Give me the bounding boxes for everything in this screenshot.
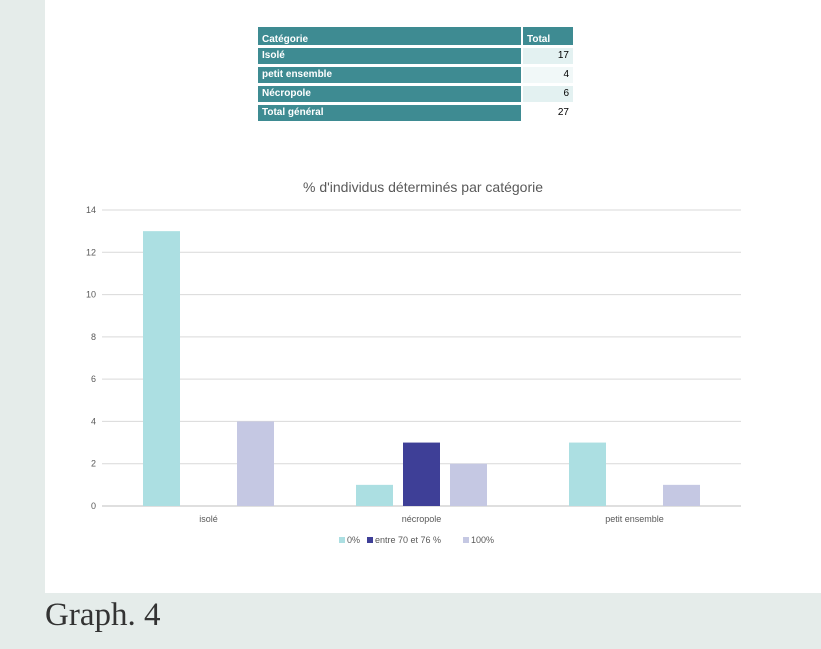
table-header-category: Catégorie [258,27,523,48]
table-row-total: 6 [522,84,573,105]
bar [356,484,393,506]
table-header-total: Total [522,27,573,48]
y-tick-label: 6 [91,374,96,384]
table-row-total: 27 [522,103,573,124]
legend-swatch [339,537,345,543]
table-row: Nécropole 6 [258,84,573,105]
bar [237,421,274,506]
x-tick-label: petit ensemble [605,514,664,524]
y-tick-label: 10 [86,290,96,300]
table-row-total: 4 [522,65,573,86]
chart-title: % d'individus déterminés par catégorie [303,179,543,195]
y-tick-label: 2 [91,459,96,469]
table-row-label: petit ensemble [258,65,523,86]
table-row: Isolé 17 [258,46,573,67]
table-row: Total général 27 [258,103,573,124]
legend-label: entre 70 et 76 % [375,535,441,545]
summary-table: Catégorie Total Isolé 17 petit ensemble … [258,27,573,124]
y-tick-label: 14 [86,205,96,215]
y-tick-label: 12 [86,247,96,257]
bar-chart: % d'individus déterminés par catégorie 0 2… [86,179,741,545]
y-tick-label: 0 [91,501,96,511]
bar [450,463,487,506]
bar [403,442,440,506]
legend-label: 100% [471,535,494,545]
bar [143,231,180,506]
y-tick-label: 4 [91,416,96,426]
bar [569,442,606,506]
table-row: petit ensemble 4 [258,65,573,86]
bar [663,484,700,506]
table-row-total: 17 [522,46,573,67]
y-tick-label: 8 [91,332,96,342]
legend-swatch [367,537,373,543]
table-row-label: Total général [258,103,523,124]
x-tick-label: nécropole [402,514,442,524]
legend-label: 0% [347,535,360,545]
table-row-label: Nécropole [258,84,523,105]
legend-swatch [463,537,469,543]
figure-caption: Graph. 4 [45,597,161,633]
table-row-label: Isolé [258,46,523,67]
x-tick-label: isolé [199,514,218,524]
table-header-row: Catégorie Total [258,27,573,48]
